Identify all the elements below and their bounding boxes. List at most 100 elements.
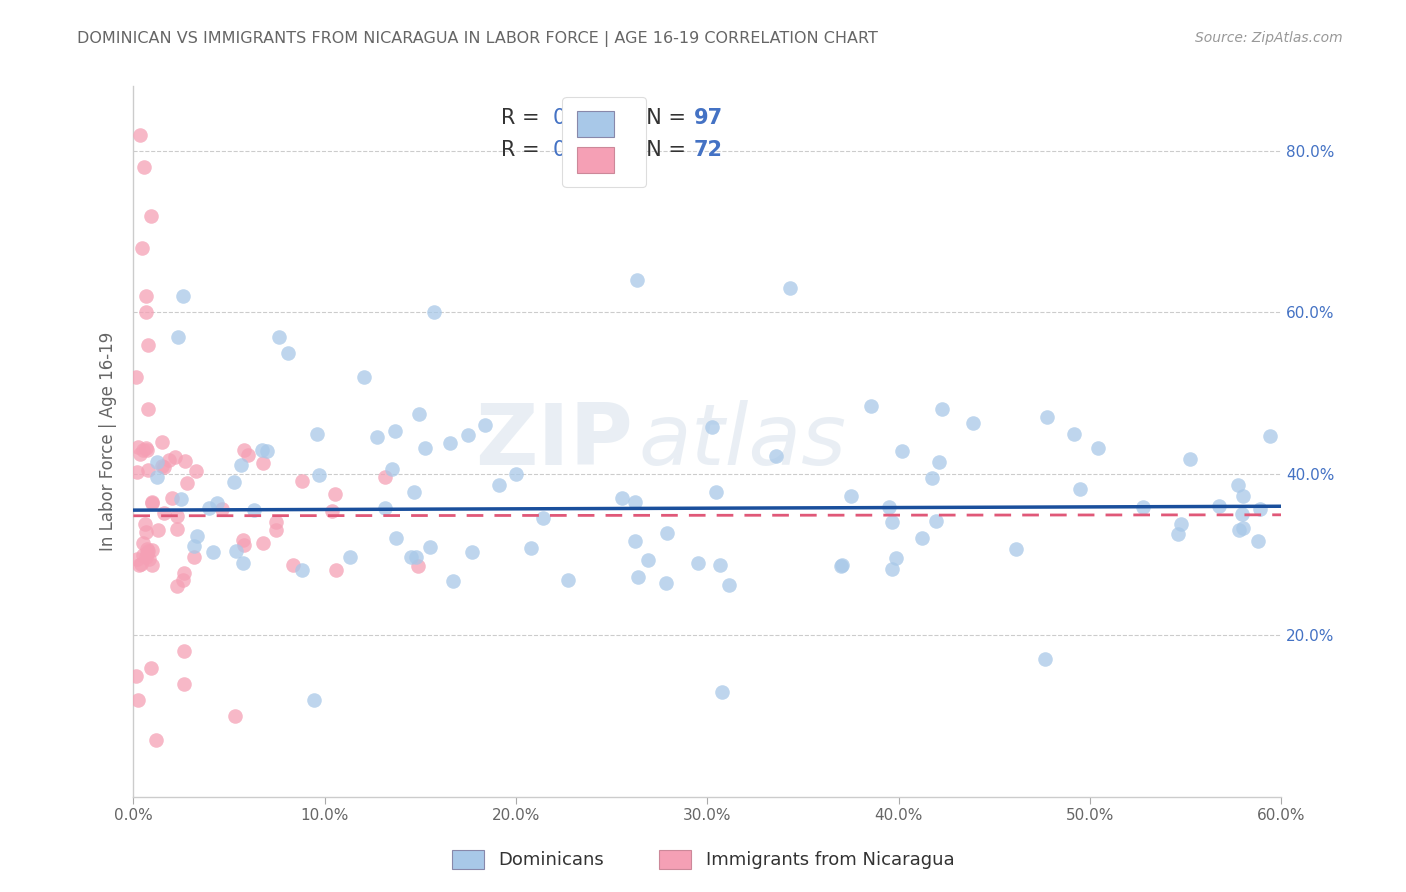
Point <box>655 576 678 591</box>
Point <box>1232 489 1254 503</box>
Point <box>277 345 299 359</box>
Point <box>132 549 155 563</box>
Point <box>136 442 159 457</box>
Point <box>131 443 153 458</box>
Point <box>201 545 224 559</box>
Point <box>283 558 305 572</box>
Point <box>252 456 274 470</box>
Point <box>132 536 155 550</box>
Point <box>612 491 634 505</box>
Point <box>183 539 205 553</box>
Point <box>173 566 195 580</box>
Point <box>139 209 162 223</box>
Point <box>408 407 430 421</box>
Point <box>173 676 195 690</box>
Point <box>225 544 247 558</box>
Point <box>125 552 148 566</box>
Point <box>385 531 408 545</box>
Point <box>127 693 149 707</box>
Point <box>1069 482 1091 496</box>
Point <box>136 337 159 351</box>
Point <box>1249 501 1271 516</box>
Point <box>138 544 160 558</box>
Point <box>224 709 246 723</box>
Point <box>134 441 156 455</box>
Point <box>880 516 903 530</box>
Point <box>267 329 290 343</box>
Point <box>911 532 934 546</box>
Point <box>1208 499 1230 513</box>
Point <box>765 450 787 464</box>
Point <box>884 551 907 566</box>
Point <box>624 495 647 509</box>
Point <box>557 573 579 587</box>
Point <box>405 549 427 564</box>
Text: N =: N = <box>633 108 692 128</box>
Point <box>135 549 157 564</box>
Point <box>291 563 314 577</box>
Point <box>211 502 233 516</box>
Text: ZIP: ZIP <box>475 400 633 483</box>
Point <box>366 430 388 444</box>
Point <box>711 684 734 698</box>
Point <box>146 455 169 469</box>
Point <box>325 563 347 577</box>
Point <box>1178 452 1201 467</box>
Point <box>150 458 173 473</box>
Point <box>183 550 205 565</box>
Point <box>709 558 731 573</box>
Point <box>962 416 984 430</box>
Point <box>353 370 375 384</box>
Point <box>129 557 152 571</box>
Point <box>170 492 193 507</box>
Point <box>717 578 740 592</box>
Point <box>291 474 314 488</box>
Point <box>138 551 160 566</box>
Point <box>153 507 176 521</box>
Point <box>229 458 252 472</box>
Y-axis label: In Labor Force | Age 16-19: In Labor Force | Age 16-19 <box>100 332 117 551</box>
Point <box>373 470 395 484</box>
Point <box>859 399 882 413</box>
Point <box>150 434 173 449</box>
Point <box>256 444 278 458</box>
Point <box>305 426 328 441</box>
Point <box>474 418 496 433</box>
Point <box>704 484 727 499</box>
Point <box>404 485 426 500</box>
Point <box>877 500 900 514</box>
Point <box>700 419 723 434</box>
Point <box>125 465 148 479</box>
Point <box>131 241 153 255</box>
Point <box>323 487 346 501</box>
Point <box>129 128 152 142</box>
Point <box>160 491 183 506</box>
Point <box>339 549 361 564</box>
Point <box>145 733 167 747</box>
Point <box>830 559 852 574</box>
Text: 0.002: 0.002 <box>553 140 612 161</box>
Legend: , : , <box>562 96 645 187</box>
Point <box>232 556 254 570</box>
Point <box>304 693 326 707</box>
Point <box>1005 542 1028 557</box>
Point <box>224 475 246 490</box>
Point <box>163 450 186 465</box>
Point <box>1232 507 1254 521</box>
Point <box>839 490 862 504</box>
Point <box>1063 426 1085 441</box>
Point <box>1227 523 1250 537</box>
Point <box>505 467 527 482</box>
Point <box>1232 521 1254 535</box>
Point <box>139 660 162 674</box>
Point <box>134 517 156 532</box>
Point <box>1227 478 1250 492</box>
Point <box>419 540 441 554</box>
Point <box>135 546 157 560</box>
Point <box>127 440 149 454</box>
Point <box>531 511 554 525</box>
Point <box>1087 441 1109 455</box>
Point <box>408 559 430 574</box>
Point <box>232 533 254 547</box>
Point <box>1167 526 1189 541</box>
